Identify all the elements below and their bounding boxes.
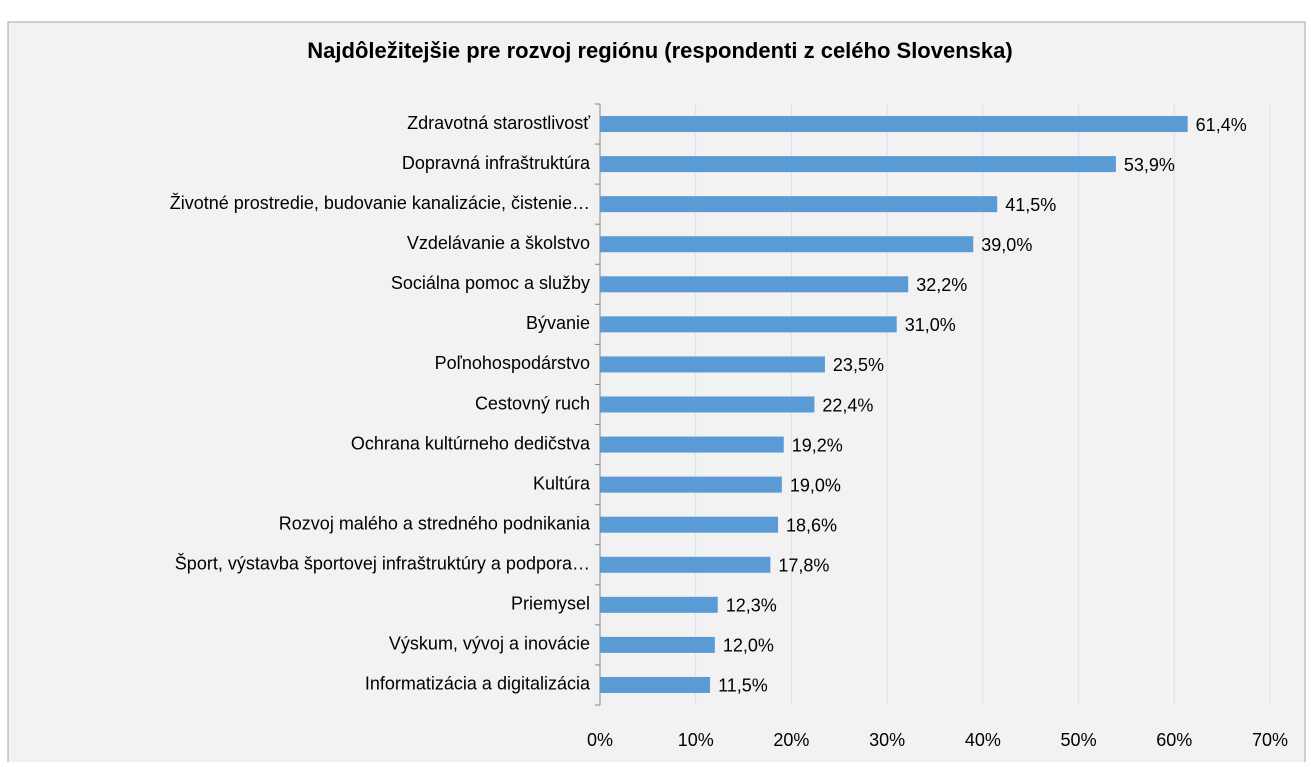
y-tick-label: Vzdelávanie a školstvo: [407, 233, 590, 253]
x-tick-label: 0%: [587, 730, 613, 750]
x-tick-label: 30%: [869, 730, 905, 750]
y-tick-label: Rozvoj malého a stredného podnikania: [279, 513, 591, 533]
data-label: 61,4%: [1196, 115, 1247, 135]
y-tick-label: Životné prostredie, budovanie kanalizáci…: [170, 193, 590, 213]
y-tick-label: Šport, výstavba športovej infraštruktúry…: [175, 553, 590, 574]
data-label: 32,2%: [916, 275, 967, 295]
y-tick-label: Cestovný ruch: [475, 393, 590, 413]
data-label: 23,5%: [833, 355, 884, 375]
bar: [600, 516, 779, 533]
data-label: 11,5%: [718, 676, 768, 696]
data-label: 41,5%: [1005, 195, 1056, 215]
bar: [600, 316, 897, 333]
y-tick-label: Priemysel: [511, 594, 590, 614]
y-tick-label: Zdravotná starostlivosť: [407, 113, 590, 133]
y-tick-label: Informatizácia a digitalizácia: [365, 674, 591, 694]
data-label: 19,0%: [790, 475, 841, 495]
y-tick-label: Bývanie: [526, 313, 590, 333]
x-tick-label: 50%: [1061, 730, 1097, 750]
data-label: 53,9%: [1124, 155, 1175, 175]
bar: [600, 236, 974, 253]
x-tick-label: 20%: [773, 730, 809, 750]
y-tick-label: Ochrana kultúrneho dedičstva: [351, 433, 591, 453]
x-tick-label: 60%: [1156, 730, 1192, 750]
data-label: 19,2%: [792, 435, 843, 455]
bar: [600, 636, 715, 653]
y-tick-label: Sociálna pomoc a služby: [391, 273, 590, 293]
bar: [600, 396, 815, 413]
y-tick-label: Výskum, vývoj a inovácie: [389, 634, 590, 654]
bar: [600, 196, 998, 213]
y-tick-label: Poľnohospodárstvo: [435, 353, 590, 373]
bar: [600, 596, 718, 613]
data-label: 31,0%: [905, 315, 956, 335]
bar: [600, 116, 1188, 133]
x-tick-label: 40%: [965, 730, 1001, 750]
data-label: 12,0%: [723, 636, 774, 656]
data-label: 17,8%: [778, 556, 829, 576]
bar: [600, 276, 909, 293]
bar: [600, 356, 825, 373]
data-label: 39,0%: [981, 235, 1032, 255]
chart-title: Najdôležitejšie pre rozvoj regiónu (resp…: [307, 38, 1012, 63]
bar: [600, 556, 771, 573]
x-tick-label: 10%: [678, 730, 714, 750]
y-tick-label: Kultúra: [533, 473, 591, 493]
data-label: 18,6%: [786, 515, 837, 535]
bar: [600, 676, 711, 693]
bar: [600, 156, 1116, 173]
bar: [600, 476, 782, 493]
x-tick-label: 70%: [1252, 730, 1288, 750]
bar: [600, 436, 784, 453]
y-tick-label: Dopravná infraštruktúra: [402, 153, 591, 173]
data-label: 12,3%: [726, 596, 777, 616]
data-label: 22,4%: [822, 395, 873, 415]
